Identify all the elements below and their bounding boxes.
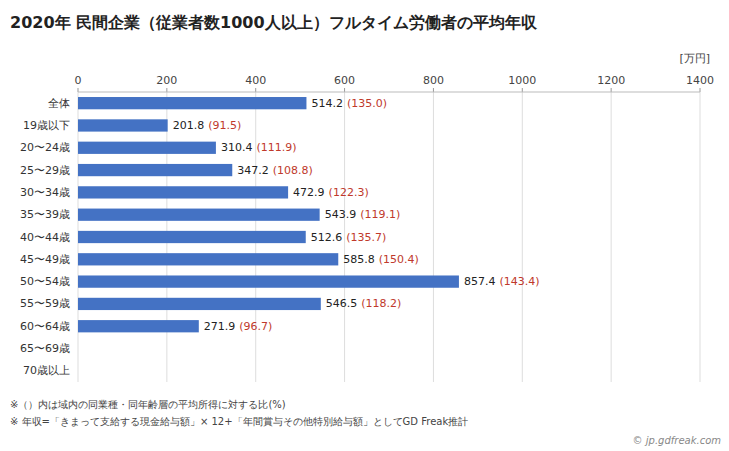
data-label: 347.2 <box>237 164 268 177</box>
category-label: 30〜34歳 <box>20 186 70 199</box>
category-label: 19歳以下 <box>23 119 70 132</box>
bar <box>78 320 199 332</box>
data-label: 546.5 <box>326 297 358 310</box>
bar <box>78 186 288 198</box>
ratio-label: (143.4) <box>499 275 539 288</box>
axis-line <box>78 92 700 93</box>
data-label: 201.8 <box>173 119 205 132</box>
tick-mark <box>611 88 612 92</box>
chart: 2020年 民間企業（従業者数1000人以上）フルタイム労働者の平均年収 [万円]… <box>0 0 729 451</box>
bar <box>78 365 79 377</box>
category-label: 全体 <box>48 97 70 110</box>
tick-label: 800 <box>423 74 444 87</box>
grid-line <box>522 92 523 382</box>
bar <box>78 142 216 154</box>
bar <box>78 164 232 176</box>
tick-label: 600 <box>334 74 355 87</box>
tick-mark <box>344 88 345 92</box>
tick-label: 0 <box>75 74 82 87</box>
bars <box>78 97 459 332</box>
bar <box>78 298 321 310</box>
tick-mark <box>433 88 434 92</box>
tick-mark <box>255 88 256 92</box>
ratio-label: (122.3) <box>329 186 369 199</box>
category-label: 60〜64歳 <box>20 320 70 333</box>
data-label: 543.9 <box>325 208 357 221</box>
footnote: ※（）内は域内の同業種・同年齢層の平均所得に対する比(%) <box>10 399 286 410</box>
ratio-label: (118.2) <box>361 297 401 310</box>
tick-mark <box>78 88 79 92</box>
grid-line <box>611 92 612 382</box>
ratio-label: (108.8) <box>273 164 313 177</box>
ratio-label: (135.7) <box>346 231 386 244</box>
data-label: 310.4 <box>221 141 253 154</box>
tick-label: 400 <box>245 74 266 87</box>
tick-label: 200 <box>156 74 177 87</box>
ratio-label: (96.7) <box>239 320 272 333</box>
grid-line <box>700 92 701 382</box>
category-label: 55〜59歳 <box>20 297 70 310</box>
bar <box>78 119 168 131</box>
bar <box>78 253 338 265</box>
x-axis: 0 200 400 600 800 1000 1200 1400 <box>75 74 715 382</box>
bar <box>78 97 306 109</box>
title: 2020年 民間企業（従業者数1000人以上）フルタイム労働者の平均年収 <box>10 13 538 32</box>
axis-label: [万円] <box>679 52 710 65</box>
tick-label: 1400 <box>686 74 714 87</box>
ratio-label: (91.5) <box>208 119 241 132</box>
category-label: 20〜24歳 <box>20 141 70 154</box>
grid-line <box>433 92 434 382</box>
bar <box>78 209 320 221</box>
bar <box>78 275 459 287</box>
grid-line <box>344 92 345 382</box>
category-label: 65〜69歳 <box>20 342 70 355</box>
data-label: 472.9 <box>293 186 325 199</box>
data-label: 271.9 <box>204 320 236 333</box>
data-label: 512.6 <box>311 231 343 244</box>
category-label: 25〜29歳 <box>20 164 70 177</box>
category-label: 40〜44歳 <box>20 231 70 244</box>
ratio-label: (119.1) <box>360 208 400 221</box>
background <box>0 0 729 451</box>
tick-label: 1200 <box>597 74 625 87</box>
category-label: 45〜49歳 <box>20 253 70 266</box>
footnote: ※ 年収=「きまって支給する現金給与額」× 12+「年間賞与その他特別給与額」と… <box>10 416 468 427</box>
ratio-label: (135.0) <box>347 97 387 110</box>
labels: 全体 514.2 (135.0) 19歳以下 201.8(91.5) 20〜24歳 310.… <box>20 97 540 378</box>
category-label: 35〜39歳 <box>20 208 70 221</box>
bar <box>78 231 306 243</box>
bar <box>78 342 79 354</box>
data-label: 857.4 <box>464 275 496 288</box>
category-label: 50〜54歳 <box>20 275 70 288</box>
ratio-label: (111.9) <box>256 141 296 154</box>
watermark: © jp.gdfreak.com <box>633 435 722 446</box>
tick-mark <box>522 88 523 92</box>
category-label: 70歳以上 <box>23 364 70 377</box>
data-label: 514.2 <box>311 97 343 110</box>
tick-mark <box>700 88 701 92</box>
tick-label: 1000 <box>508 74 536 87</box>
data-label: 585.8 <box>343 253 375 266</box>
ratio-label: (150.4) <box>379 253 419 266</box>
tick-mark <box>166 88 167 92</box>
